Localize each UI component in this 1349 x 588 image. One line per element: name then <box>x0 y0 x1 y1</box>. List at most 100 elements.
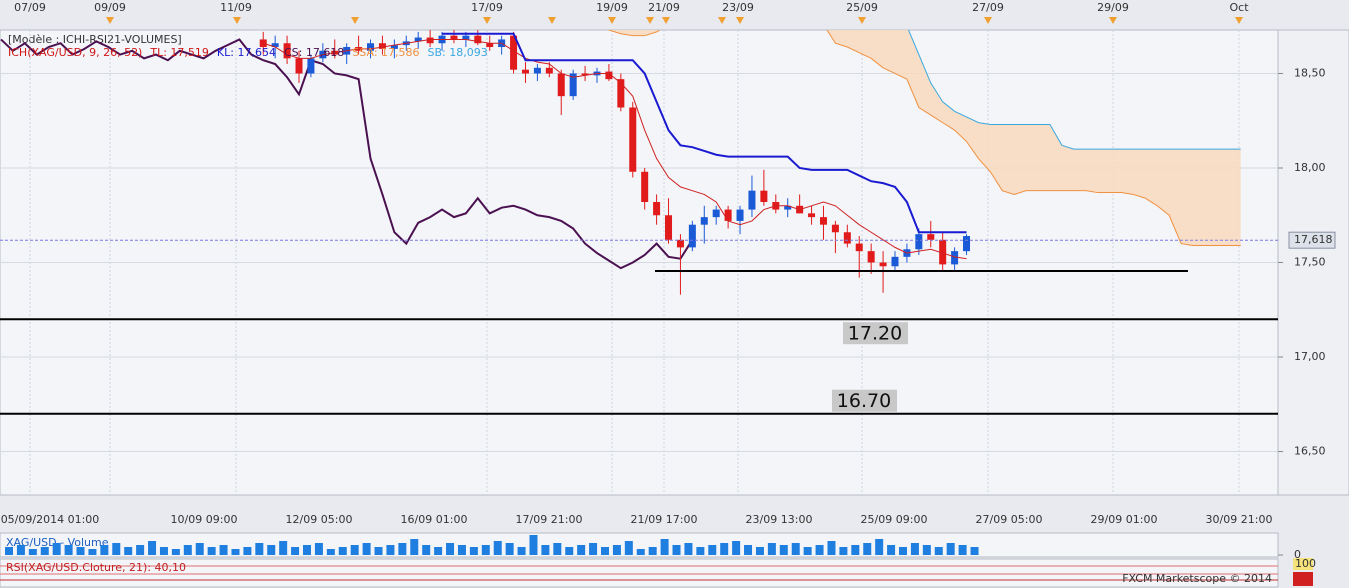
volume-bar <box>529 535 538 555</box>
event-marker <box>548 17 556 24</box>
volume-bar <box>684 543 693 555</box>
volume-bar <box>40 547 49 555</box>
top-date-label: 11/09 <box>220 1 252 14</box>
top-date-label: 21/09 <box>648 1 680 14</box>
candle-body <box>724 209 732 221</box>
candle-body <box>879 262 887 267</box>
volume-bar <box>767 543 776 555</box>
candle-body <box>736 209 744 221</box>
candle-body <box>462 35 470 40</box>
volume-bar <box>624 541 633 555</box>
event-marker <box>106 17 114 24</box>
indicator-line <box>442 32 967 234</box>
top-date-label: 19/09 <box>596 1 628 14</box>
candle-body <box>629 107 637 172</box>
volume-bar <box>159 547 168 555</box>
candle-body <box>545 67 553 74</box>
volume-bar <box>577 545 586 555</box>
candle-body <box>653 202 661 216</box>
candle-body <box>557 73 565 97</box>
volume-bar <box>922 545 931 555</box>
top-date-label: 09/09 <box>94 1 126 14</box>
volume-bar <box>612 545 621 555</box>
volume-bar <box>601 547 609 555</box>
event-marker <box>608 17 616 24</box>
candle-body <box>605 71 613 80</box>
level-label: 16.70 <box>837 390 891 412</box>
event-marker <box>858 17 866 24</box>
event-marker <box>662 17 670 24</box>
candle-body <box>665 215 673 240</box>
volume-bar <box>434 547 443 555</box>
volume-bar <box>255 543 264 555</box>
bottom-date-label: 21/09 17:00 <box>631 513 698 526</box>
volume-bar <box>422 545 431 555</box>
candle-body <box>748 190 756 210</box>
candle-body <box>450 35 458 40</box>
volume-bar <box>648 547 657 555</box>
volume-bar <box>744 545 753 555</box>
volume-bar <box>124 547 133 555</box>
volume-bar <box>708 545 717 555</box>
volume-bar <box>732 541 741 555</box>
volume-bar <box>195 543 204 555</box>
volume-bar <box>398 543 407 555</box>
cloud <box>608 30 1241 246</box>
volume-bar <box>910 543 919 555</box>
candle-body <box>951 251 959 265</box>
volume-bar <box>469 547 478 555</box>
event-marker <box>1109 17 1117 24</box>
footer: FXCM Marketscope © 2014 <box>1122 572 1272 585</box>
level-box <box>843 322 908 345</box>
indicator-part: ICH(XAG/USD, 9, 26, 52) <box>8 46 142 59</box>
y-tick-label: 16,50 <box>1294 445 1326 458</box>
volume-bar <box>636 549 645 555</box>
volume-bar <box>171 549 180 555</box>
candle-body <box>939 239 947 265</box>
top-date-label: 27/09 <box>972 1 1004 14</box>
candle-body <box>700 217 708 225</box>
event-marker <box>984 17 992 24</box>
bottom-date-label: 25/09 09:00 <box>861 513 928 526</box>
volume-bar <box>183 545 192 555</box>
volume-bar <box>946 543 955 555</box>
volume-bar <box>148 541 157 555</box>
volume-bar <box>672 545 681 555</box>
candle-body <box>367 43 375 51</box>
candle-body <box>712 209 720 218</box>
bottom-date-label: 10/09 09:00 <box>171 513 238 526</box>
top-date-label: 29/09 <box>1097 1 1129 14</box>
indicator-header: ICH(XAG/USD, 9, 26, 52) TL: 17,519 KL: 17,… <box>8 46 488 59</box>
bottom-date-label: 29/09 01:00 <box>1091 513 1158 526</box>
candle-body <box>760 190 768 203</box>
volume-bar <box>493 541 502 555</box>
level-box <box>832 389 897 412</box>
bottom-date-label: 12/09 05:00 <box>286 513 353 526</box>
candle-body <box>259 39 267 48</box>
candle-body <box>819 217 827 225</box>
rsi-panel <box>0 558 1279 588</box>
candle-body <box>641 171 649 203</box>
event-marker <box>233 17 241 24</box>
volume-bar <box>827 541 836 555</box>
volume-bar <box>446 543 455 555</box>
candle-body <box>891 256 899 267</box>
volume-bar <box>720 543 729 555</box>
volume-bar <box>660 539 669 555</box>
volume-bar <box>207 547 216 555</box>
top-date-label: 07/09 <box>14 1 46 14</box>
event-marker <box>646 17 654 24</box>
volume-bar <box>231 549 240 555</box>
indicator-line <box>0 38 694 270</box>
candle-body <box>533 67 541 74</box>
volume-bar <box>505 543 514 555</box>
bottom-date-label: 23/09 13:00 <box>746 513 813 526</box>
indicator-part: SB: 18,093 <box>428 46 488 59</box>
volume-bar <box>374 547 383 555</box>
top-date-label: 23/09 <box>722 1 754 14</box>
top-date-label: Oct <box>1229 1 1249 14</box>
candle-body <box>963 236 971 252</box>
volume-bar <box>52 543 61 555</box>
volume-bar <box>803 547 812 555</box>
volume-bar <box>350 545 359 555</box>
